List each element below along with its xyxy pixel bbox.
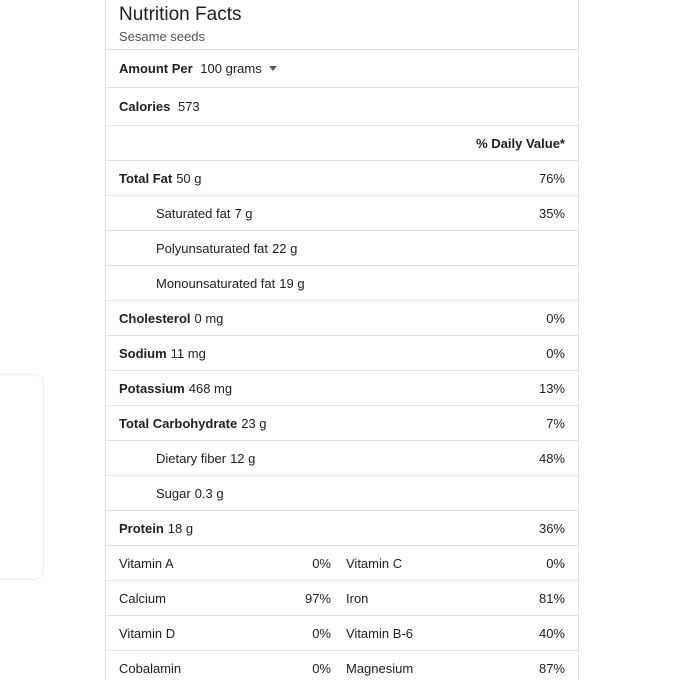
- nutrient-amount: 23 g: [241, 415, 267, 431]
- nutrient-row-protein: Protein 18 g 36%: [106, 511, 578, 546]
- nutrient-label: Polyunsaturated fat: [156, 240, 269, 256]
- micronutrient-label: Magnesium: [346, 660, 414, 676]
- nutrient-row-polyunsaturated-fat: Polyunsaturated fat 22 g: [106, 231, 578, 266]
- nutrient-label: Potassium: [119, 380, 185, 396]
- micronutrient-label: Calcium: [119, 590, 166, 606]
- nutrient-row-total-fat: Total Fat 50 g 76%: [106, 161, 578, 196]
- nutrient-row-dietary-fiber: Dietary fiber 12 g 48%: [106, 441, 578, 476]
- micronutrient-label: Vitamin B-6: [346, 625, 413, 641]
- micronutrient-value: 0%: [312, 660, 331, 676]
- nutrient-amount: 0.3 g: [194, 485, 224, 501]
- nutrient-dv: 76%: [538, 170, 565, 186]
- nutrient-label: Dietary fiber: [156, 450, 227, 466]
- nutrient-amount: 18 g: [167, 520, 194, 536]
- micronutrient-label: Vitamin D: [119, 625, 176, 641]
- micronutrient-value: 40%: [538, 625, 565, 641]
- nutrient-dv: 7%: [546, 415, 565, 431]
- nutrient-label: Cholesterol: [119, 310, 191, 326]
- micronutrient-label: Cobalamin: [119, 660, 182, 676]
- serving-size-label: Amount Per: [119, 61, 193, 76]
- nutrition-facts-card: Nutrition Facts Sesame seeds Amount Per …: [105, 0, 579, 680]
- nutrient-amount: 468 mg: [188, 380, 233, 396]
- micronutrient-row-1: Vitamin A 0% Vitamin C 0%: [106, 546, 578, 581]
- micronutrient-label: Iron: [346, 590, 369, 606]
- micronutrient-value: 0%: [312, 555, 331, 571]
- calories-value: 573: [177, 99, 200, 114]
- nutrient-dv: 13%: [538, 380, 565, 396]
- card-header: Nutrition Facts Sesame seeds: [106, 0, 578, 50]
- nutrient-amount: 7 g: [234, 205, 253, 221]
- nutrient-dv: 36%: [538, 520, 565, 536]
- nutrient-amount: 22 g: [272, 240, 298, 256]
- nutrient-label: Total Carbohydrate: [119, 415, 238, 431]
- nutrient-label: Monounsaturated fat: [156, 275, 276, 291]
- nutrient-row-sodium: Sodium 11 mg 0%: [106, 336, 578, 371]
- micronutrient-value: 0%: [312, 625, 331, 641]
- nutrient-dv: 35%: [538, 205, 565, 221]
- daily-value-header: % Daily Value*: [476, 135, 565, 151]
- micronutrient-row-3: Vitamin D 0% Vitamin B-6 40%: [106, 616, 578, 651]
- nutrient-row-potassium: Potassium 468 mg 13%: [106, 371, 578, 406]
- micronutrient-label: Vitamin C: [346, 555, 403, 571]
- nutrient-label: Protein: [119, 520, 164, 536]
- nutrient-amount: 50 g: [176, 170, 202, 186]
- calories-row: Calories 573: [106, 88, 578, 126]
- nutrient-dv: 48%: [538, 450, 565, 466]
- caret-down-icon: [268, 66, 277, 72]
- nutrient-label: Total Fat: [119, 170, 173, 186]
- nutrient-label: Sodium: [119, 345, 167, 361]
- serving-size-value: 100 grams: [200, 61, 262, 76]
- micronutrient-row-2: Calcium 97% Iron 81%: [106, 581, 578, 616]
- adjacent-card-edge: [0, 374, 44, 580]
- micronutrient-row-4: Cobalamin 0% Magnesium 87%: [106, 651, 578, 680]
- micronutrient-value: 87%: [538, 660, 565, 676]
- serving-size-dropdown[interactable]: 100 grams: [196, 61, 277, 76]
- card-subtitle: Sesame seeds: [119, 29, 205, 44]
- micronutrient-value: 0%: [546, 555, 565, 571]
- nutrient-row-total-carbohydrate: Total Carbohydrate 23 g 7%: [106, 406, 578, 441]
- nutrient-label: Sugar: [156, 485, 191, 501]
- nutrient-label: Saturated fat: [156, 205, 231, 221]
- nutrient-amount: 12 g: [230, 450, 256, 466]
- micronutrient-value: 81%: [538, 590, 565, 606]
- calories-label: Calories: [119, 99, 171, 114]
- micronutrient-value: 97%: [304, 590, 331, 606]
- nutrient-dv: 0%: [546, 310, 565, 326]
- nutrient-amount: 19 g: [279, 275, 305, 291]
- nutrient-amount: 11 mg: [170, 345, 206, 361]
- nutrient-row-cholesterol: Cholesterol 0 mg 0%: [106, 301, 578, 336]
- nutrient-row-monounsaturated-fat: Monounsaturated fat 19 g: [106, 266, 578, 301]
- serving-size-row: Amount Per 100 grams: [106, 50, 578, 88]
- micronutrient-label: Vitamin A: [119, 555, 174, 571]
- nutrient-dv: 0%: [546, 345, 565, 361]
- nutrient-row-sugar: Sugar 0.3 g: [106, 476, 578, 511]
- nutrient-row-saturated-fat: Saturated fat 7 g 35%: [106, 196, 578, 231]
- nutrient-amount: 0 mg: [194, 310, 224, 326]
- daily-value-header-row: % Daily Value*: [106, 126, 578, 161]
- card-title: Nutrition Facts: [119, 4, 242, 25]
